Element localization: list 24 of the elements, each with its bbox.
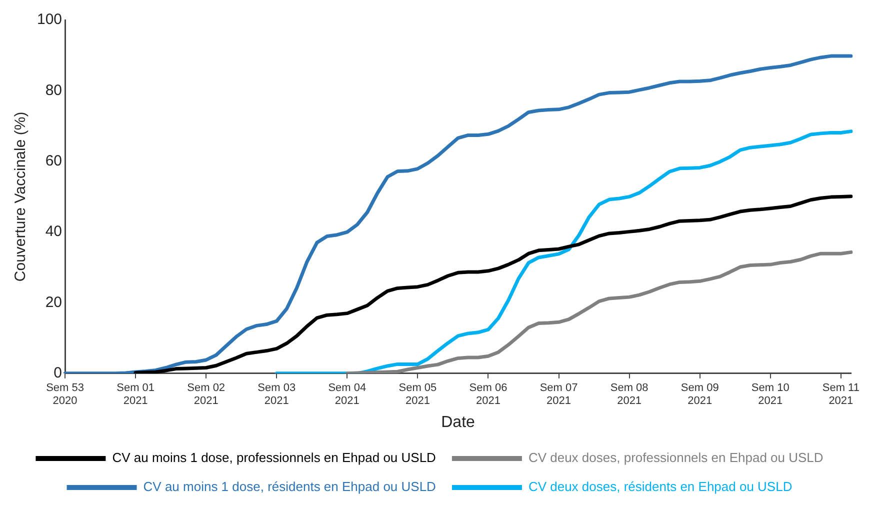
y-tick-label: 40 xyxy=(45,223,62,240)
x-tick-label: Sem 11 2021 xyxy=(822,382,860,408)
x-tick-label: Sem 09 2021 xyxy=(680,382,719,408)
y-axis-title: Couverture Vaccinale (%) xyxy=(12,112,30,282)
y-tick-label: 60 xyxy=(45,152,62,170)
y-tick-label: 100 xyxy=(36,11,62,28)
x-tick-label: Sem 01 2021 xyxy=(116,382,155,408)
x-tick-label: Sem 04 2021 xyxy=(328,382,366,408)
x-tick-label: Sem 07 2021 xyxy=(540,382,578,408)
x-tick-label: Sem 03 2021 xyxy=(258,382,296,408)
y-tick-label: 0 xyxy=(54,364,62,382)
x-tick-label: Sem 08 2021 xyxy=(610,382,648,408)
x-tick-label: Sem 53 2020 xyxy=(46,382,84,408)
x-tick-label: Sem 02 2021 xyxy=(187,382,226,408)
text: CV au moins 1 dose, résidents en Ehpad ou USLD xyxy=(143,479,436,494)
text: CV au moins 1 dose, professionnels en Ehpad ou USLD xyxy=(112,450,436,466)
x-tick-label: Sem 10 2021 xyxy=(751,382,790,408)
text: CV deux doses, résidents en Ehpad ou USLD xyxy=(528,479,792,494)
x-axis-title: Date xyxy=(441,414,476,431)
y-tick-label: 20 xyxy=(45,294,62,311)
y-tick-label: 80 xyxy=(45,82,62,99)
x-tick-label: Sem 05 2021 xyxy=(398,382,437,408)
text: CV deux doses, professionnels en Ehpad ou USLD xyxy=(528,450,824,466)
x-tick-label: Sem 06 2021 xyxy=(469,382,508,408)
